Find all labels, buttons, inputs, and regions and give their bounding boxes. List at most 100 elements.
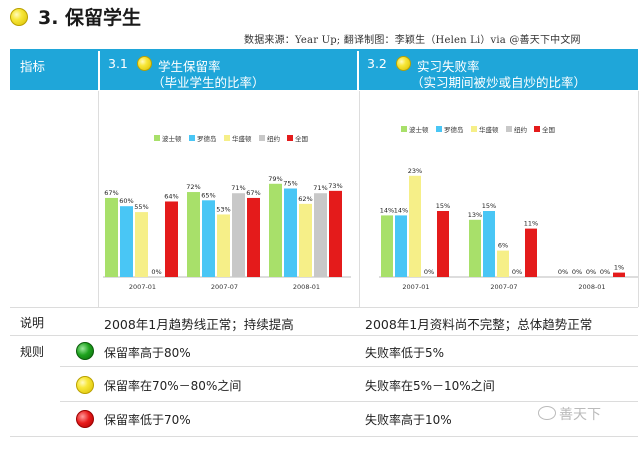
bar: [299, 203, 312, 277]
legend-swatch: [534, 126, 540, 132]
x-tick-label: 2008-01: [293, 283, 320, 291]
data-label: 79%: [268, 175, 282, 183]
bar: [202, 200, 215, 277]
bar: [105, 197, 118, 277]
chart-panel-failure: 波士顿 罗德岛 华盛顿 纽约 全国 14% 14% 23% 0% 15% 2007-01 13% 15%…: [359, 91, 640, 307]
header-col1-yellow-dot-icon: [137, 56, 152, 71]
bar: [187, 192, 200, 277]
legend-swatch: [506, 126, 512, 132]
header-col2: 3.2 实习失败率 （实习期间被炒或自炒的比率）: [359, 51, 638, 90]
bar: [232, 193, 245, 277]
green-dot-icon: [76, 342, 94, 360]
data-label: 65%: [201, 191, 215, 199]
rule-col1: 保留率低于70%: [104, 413, 191, 427]
bar: [217, 214, 230, 277]
data-label: 64%: [164, 192, 178, 200]
bar: [483, 211, 495, 277]
header-col2-number: 3.2: [367, 56, 387, 71]
chart-panel-retention: 波士顿 罗德岛 华盛顿 纽约 全国 67% 60% 55% 0% 64% 2007-01 72% 65%…: [98, 91, 360, 307]
x-tick-label: 2007-07: [490, 283, 517, 291]
data-label: 11%: [524, 220, 538, 228]
data-label: 15%: [436, 202, 450, 210]
x-tick-label: 2007-07: [211, 283, 238, 291]
data-label: 60%: [119, 197, 133, 205]
bar: [269, 183, 282, 277]
retention-chart: 波士顿 罗德岛 华盛顿 纽约 全国67%60%55%0%64%2007-0172%65%…: [103, 134, 351, 291]
data-label: 6%: [498, 242, 508, 250]
legend-swatch: [436, 126, 442, 132]
divider: [10, 335, 638, 336]
header-label-indicator: 指标: [20, 59, 46, 74]
bar: [437, 211, 449, 277]
legend-swatch: [189, 135, 195, 141]
legend-label: 全国: [295, 134, 308, 143]
bar: [165, 201, 178, 277]
header-col1: 3.1 学生保留率 （毕业学生的比率）: [100, 51, 357, 90]
header-col1-subtitle: （毕业学生的比率）: [152, 75, 265, 90]
x-tick-label: 2007-01: [402, 283, 429, 291]
bar: [284, 188, 297, 277]
data-label: 75%: [283, 180, 297, 188]
data-label: 1%: [614, 264, 624, 272]
legend-label: 波士顿: [409, 125, 429, 134]
data-label: 0%: [586, 268, 596, 276]
data-label: 0%: [151, 268, 161, 276]
data-label: 0%: [424, 268, 434, 276]
bar: [329, 190, 342, 277]
x-tick-label: 2007-01: [129, 283, 156, 291]
legend-label: 全国: [542, 125, 555, 134]
header-top-rule: [10, 49, 638, 51]
rule-col1: 保留率高于80%: [104, 346, 191, 360]
data-label: 13%: [468, 211, 482, 219]
header-col1-number: 3.1: [108, 56, 128, 71]
title-yellow-dot-icon: [10, 8, 28, 26]
bar: [613, 272, 625, 277]
data-label: 62%: [298, 195, 312, 203]
legend-swatch: [471, 126, 477, 132]
legend-label: 波士顿: [162, 134, 182, 143]
bar: [120, 206, 133, 277]
bar: [381, 215, 393, 277]
data-label: 71%: [313, 184, 327, 192]
data-label: 14%: [394, 206, 408, 214]
rule-col2: 失败率高于10%: [365, 413, 452, 427]
yellow-dot-icon: [76, 376, 94, 394]
legend-label: 罗德岛: [197, 134, 217, 143]
divider: [10, 436, 638, 437]
header-col1-title: 学生保留率: [158, 59, 221, 74]
legend-swatch: [287, 135, 293, 141]
legend-label: 纽约: [514, 125, 527, 134]
bar: [395, 215, 407, 277]
legend-swatch: [259, 135, 265, 141]
legend-swatch: [154, 135, 160, 141]
data-label: 0%: [600, 268, 610, 276]
rule-col1: 保留率在70%－80%之间: [104, 379, 242, 393]
data-label: 55%: [134, 203, 148, 211]
data-label: 67%: [104, 189, 118, 197]
data-label: 0%: [512, 268, 522, 276]
header-col2-title: 实习失败率: [417, 59, 480, 74]
bar: [314, 193, 327, 277]
page-title: 3. 保留学生: [38, 7, 142, 29]
legend-swatch: [224, 135, 230, 141]
bar: [135, 212, 148, 277]
bar: [525, 228, 537, 277]
row-label-explain: 说明: [20, 316, 45, 330]
data-label: 73%: [328, 182, 342, 190]
red-dot-icon: [76, 410, 94, 428]
data-label: 67%: [246, 189, 260, 197]
row-label-rules: 规则: [20, 345, 45, 359]
legend-label: 华盛顿: [479, 125, 499, 134]
data-label: 0%: [572, 268, 582, 276]
header-col2-subtitle: （实习期间被炒或自炒的比率）: [411, 75, 587, 90]
rule-col2: 失败率低于5%: [365, 346, 445, 360]
data-label: 0%: [558, 268, 568, 276]
wechat-icon: [538, 406, 556, 420]
header-col2-yellow-dot-icon: [396, 56, 411, 71]
bar: [409, 175, 421, 277]
bar: [247, 197, 260, 277]
watermark: 善天下: [538, 404, 601, 424]
bar: [469, 219, 481, 277]
divider: [60, 366, 638, 367]
